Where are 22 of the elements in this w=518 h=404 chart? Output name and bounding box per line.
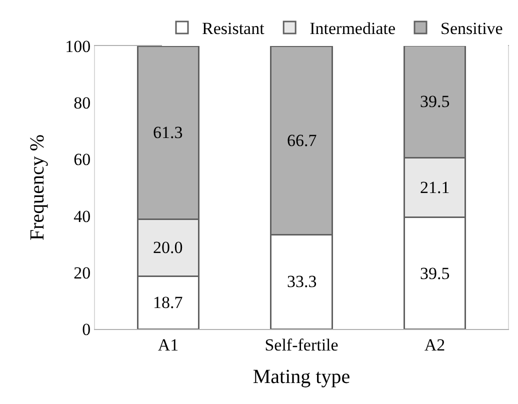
data-label: 39.5	[420, 92, 450, 111]
data-label: 21.1	[420, 178, 450, 197]
legend-label: Resistant	[202, 19, 265, 38]
y-tick-label: 100	[65, 36, 91, 56]
data-label: 18.7	[153, 293, 184, 312]
y-axis-title: Frequency %	[26, 134, 49, 241]
x-tick-label: Self-fertile	[264, 335, 338, 354]
legend-label: Intermediate	[310, 19, 396, 38]
y-tick-label: 20	[74, 263, 91, 282]
data-label: 61.3	[153, 123, 183, 142]
x-tick-label: A1	[158, 335, 179, 354]
y-tick-label: 0	[82, 320, 91, 339]
x-tick-label: A2	[424, 335, 446, 354]
data-label: 66.7	[287, 131, 318, 150]
y-tick-label: 60	[74, 150, 91, 170]
x-axis-title: Mating type	[252, 366, 350, 388]
data-label: 33.3	[287, 272, 317, 291]
y-tick-label: 80	[74, 94, 91, 113]
data-label: 20.0	[153, 238, 183, 257]
y-tick-label: 40	[74, 206, 91, 226]
data-label: 39.5	[420, 264, 450, 283]
legend-label: Sensitive	[440, 19, 503, 38]
